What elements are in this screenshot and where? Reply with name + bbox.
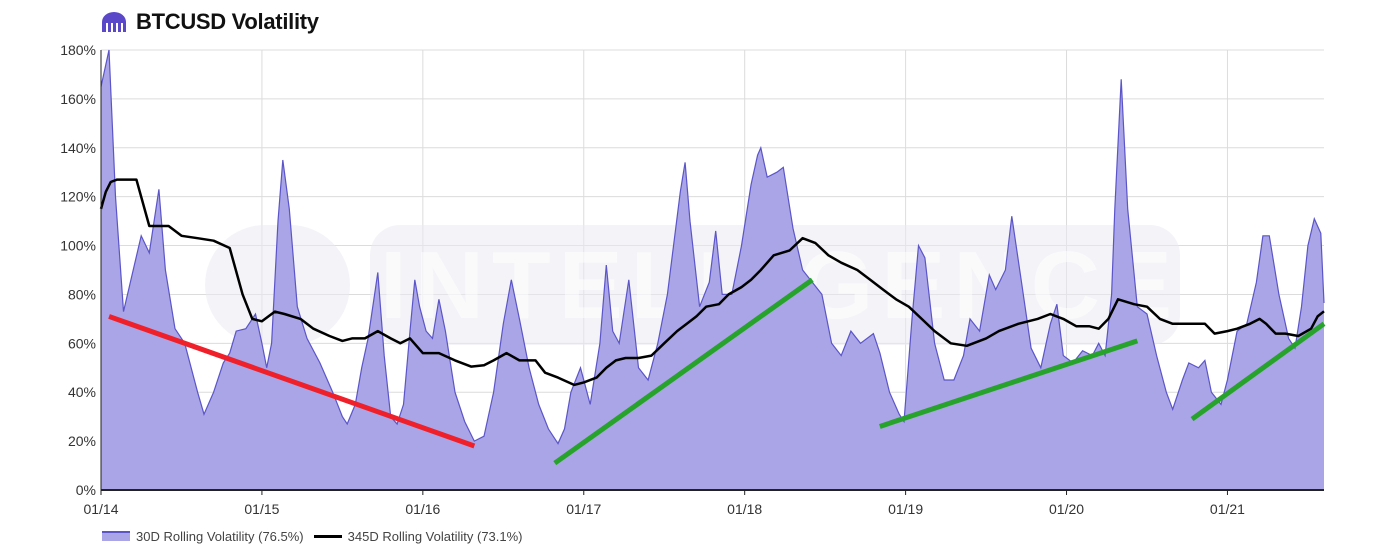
chart-header: BTCUSD Volatility — [100, 8, 319, 36]
y-tick-label: 100% — [60, 238, 96, 254]
x-tick-label: 01/17 — [566, 501, 601, 517]
legend-item-30d[interactable]: 30D Rolling Volatility (76.5%) — [102, 529, 304, 544]
legend-swatch-line — [313, 534, 342, 538]
y-tick-label: 120% — [60, 189, 96, 205]
y-tick-label: 60% — [68, 335, 96, 351]
x-tick-label: 01/21 — [1210, 501, 1245, 517]
trendline-green — [879, 338, 1139, 429]
x-tick-label: 01/14 — [83, 501, 118, 517]
y-tick-label: 180% — [60, 42, 96, 58]
series-30d-outline — [100, 49, 1325, 445]
trendline-red — [108, 314, 476, 449]
legend-label-30d: 30D Rolling Volatility (76.5%) — [136, 528, 304, 544]
series-345d-line — [99, 178, 1325, 387]
trendline-green — [553, 277, 814, 466]
x-tick-label: 01/20 — [1049, 501, 1084, 517]
y-tick-label: 140% — [60, 140, 96, 156]
y-tick-label: 20% — [68, 433, 96, 449]
kraken-logo-icon — [102, 12, 126, 32]
trend-annotations — [108, 277, 1326, 466]
volatility-chart: INTELLIGENCE 0%20%40%60%80%100%120%140%1… — [60, 42, 1326, 517]
y-tick-label: 0% — [76, 482, 96, 498]
x-tick-label: 01/15 — [244, 501, 279, 517]
x-tick-label: 01/19 — [888, 501, 923, 517]
x-tick-label: 01/16 — [405, 501, 440, 517]
legend-label-345d: 345D Rolling Volatility (73.1%) — [347, 528, 523, 544]
trendline-green — [1190, 321, 1326, 422]
x-tick-label: 01/18 — [727, 501, 762, 517]
legend-swatch-area — [102, 531, 130, 541]
y-tick-label: 80% — [68, 286, 96, 302]
chart-title: BTCUSD Volatility — [136, 9, 319, 34]
legend: 30D Rolling Volatility (76.5%) 345D Roll… — [102, 526, 533, 546]
legend-item-345d[interactable]: 345D Rolling Volatility (73.1%) — [313, 528, 523, 544]
y-tick-label: 40% — [68, 384, 96, 400]
axes: 0% 20% 40% 60% 80% 100% 120% 140% 160% 180% 01/14 0… — [60, 42, 1324, 517]
y-tick-label: 160% — [60, 91, 96, 107]
